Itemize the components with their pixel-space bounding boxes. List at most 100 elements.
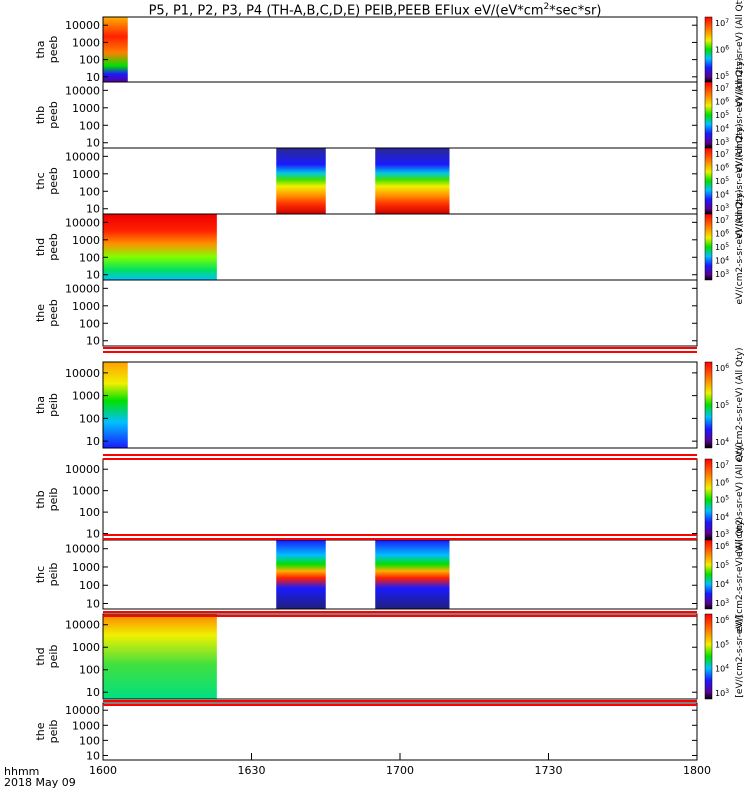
panel-frame	[102, 458, 698, 541]
y-axis-label-product: peeb	[47, 101, 60, 129]
chart-title: P5, P1, P2, P3, P4 (TH-A,B,C,D,E) PEIB,P…	[148, 3, 544, 19]
y-tick-label: 100	[79, 506, 100, 519]
colorbar-tick-label: 104	[715, 190, 729, 200]
y-axis-label-product: peeb	[47, 36, 60, 64]
panel-the-peib: 10 100 1000 10000 the peib	[34, 702, 698, 762]
y-tick-label: 100	[79, 119, 100, 132]
panel-frame	[102, 279, 698, 347]
y-tick-label: 10000	[65, 463, 100, 476]
y-tick-label: 1000	[72, 641, 100, 654]
panel-frame	[102, 16, 698, 83]
y-tick-label: 10	[86, 269, 100, 282]
colorbar-tick-label: 105	[715, 400, 729, 410]
red-band	[103, 700, 697, 702]
y-tick-label: 1000	[72, 102, 100, 115]
red-band	[103, 704, 697, 706]
x-tick-label: 1800	[683, 764, 711, 777]
colorbar-tick-label: 105	[715, 71, 729, 81]
y-axis-label-probe: the	[34, 304, 47, 322]
y-tick-label: 10	[86, 528, 100, 541]
y-tick-label: 100	[79, 734, 100, 747]
red-band	[103, 454, 697, 456]
colorbar	[704, 81, 713, 149]
y-tick-label: 100	[79, 185, 100, 198]
y-tick-label: 1000	[72, 719, 100, 732]
y-tick-label: 1000	[72, 390, 100, 403]
colorbar-tick-label: 105	[715, 242, 729, 252]
red-band	[103, 351, 697, 353]
colorbar-tick-label: 103	[715, 203, 729, 213]
y-tick-label: 10000	[65, 704, 100, 717]
y-axis-label-probe: thc	[34, 172, 47, 189]
red-band	[103, 534, 697, 536]
panel-thd-peeb: 10 100 1000 10000 thd peeb 103 104 105 106 107 eV/(…	[34, 190, 745, 305]
red-band	[103, 615, 697, 617]
colorbar	[704, 213, 713, 281]
y-axis-label-product: peib	[47, 488, 60, 512]
colorbar-tick-label: 105	[715, 495, 729, 505]
data-block-1	[103, 214, 217, 280]
data-block-1	[103, 362, 128, 448]
y-axis-label-product: peeb	[47, 167, 60, 195]
y-tick-label: 10000	[65, 367, 100, 380]
colorbar-tick-label: 103	[715, 137, 729, 147]
y-tick-label: 1000	[72, 561, 100, 574]
y-axis-label-product: peib	[47, 393, 60, 417]
colorbar-tick-label: 105	[715, 176, 729, 186]
data-block-1	[276, 148, 326, 214]
panel-tha-peib: 10 100 1000 10000 tha peib 104 105 106 eV/(cm2-s-…	[34, 348, 745, 463]
y-tick-label: 1000	[72, 300, 100, 313]
y-tick-label: 10000	[65, 19, 100, 32]
y-axis-label-probe: thd	[34, 238, 47, 256]
panel-thd-peib: 10 100 1000 10000 thd peib 103 104 105 106 [eV/(cm…	[34, 613, 745, 700]
y-tick-label: 100	[79, 412, 100, 425]
chart-title-tail: *sec*sr)	[549, 3, 602, 19]
colorbar-label: eV/(cm2-s-sr-eV) (All Qty)	[735, 348, 745, 463]
colorbar-tick-label: 104	[715, 124, 729, 134]
title-bar: P5, P1, P2, P3, P4 (TH-A,B,C,D,E) PEIB,P…	[0, 0, 750, 18]
data-block-1	[276, 540, 326, 609]
panel-frame	[102, 613, 698, 700]
panel-frame	[102, 81, 698, 149]
colorbar-tick-label: 107	[715, 149, 729, 159]
y-tick-label: 10	[86, 71, 100, 84]
colorbar-tick-label: 106	[715, 97, 729, 107]
y-tick-label: 1000	[72, 234, 100, 247]
colorbar-label: eV/(cm2-s-sr-eV) (All Qty)	[735, 0, 745, 107]
colorbar-label: eV/(cm2-s-sr-eV) (All Qty)	[735, 190, 745, 305]
panel-frame	[102, 361, 698, 449]
y-axis-label-product: peib	[47, 563, 60, 587]
y-axis-label-probe: thb	[34, 490, 47, 508]
x-axis-label-date: 2018 May 09	[4, 776, 76, 789]
colorbar-label: eV/(cm2-s-sr-eV) (All Qty)	[735, 517, 745, 632]
x-tick-label: 1600	[89, 764, 117, 777]
y-axis-label-product: peib	[47, 720, 60, 744]
colorbar	[704, 613, 713, 700]
y-axis-label-product: peeb	[47, 233, 60, 261]
colorbar-tick-label: 103	[715, 269, 729, 279]
colorbar-tick-label: 107	[715, 215, 729, 225]
y-tick-label: 1000	[72, 485, 100, 498]
colorbar	[704, 458, 713, 541]
y-tick-label: 10000	[65, 216, 100, 229]
colorbar-tick-label: 105	[715, 560, 729, 570]
x-tick-label: 1700	[386, 764, 414, 777]
y-axis-label-probe: tha	[34, 396, 47, 414]
y-tick-label: 10000	[65, 84, 100, 97]
y-tick-label: 10	[86, 335, 100, 348]
colorbar-tick-label: 103	[715, 688, 729, 698]
data-block-2	[375, 148, 450, 214]
colorbar-tick-label: 104	[715, 437, 729, 447]
red-band	[103, 458, 697, 460]
colorbar-label: eV/(cm2-s-sr-eV) (All Qty)	[735, 58, 745, 173]
y-tick-label: 10	[86, 435, 100, 448]
colorbar-tick-label: 103	[715, 598, 729, 608]
y-tick-label: 1000	[72, 36, 100, 49]
y-axis-label-probe: thd	[34, 647, 47, 665]
colorbar	[704, 16, 713, 83]
x-tick-label: 1730	[535, 764, 563, 777]
x-axis-label-block: hhmm 2018 May 09	[4, 766, 76, 788]
colorbar-tick-label: 106	[715, 229, 729, 239]
x-tick-label: 1630	[238, 764, 266, 777]
